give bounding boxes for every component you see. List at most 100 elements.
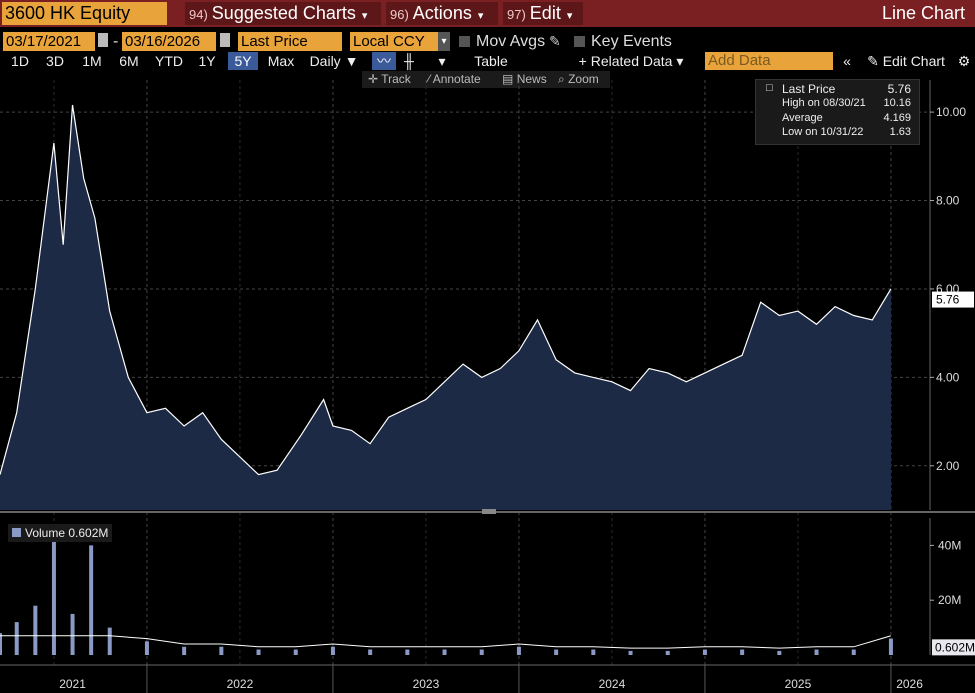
volume-bar [814,649,819,655]
volume-bar [330,646,335,655]
price-area [0,105,891,510]
chevron-down-icon: ▾ [566,10,573,22]
last-price-label: 5.76 [936,293,960,307]
price-tick-label: 10.00 [936,105,966,119]
price-legend: □ Last Price 5.76 High on 08/30/21 10.16… [755,79,920,145]
frequency-select[interactable]: Daily ▼ [305,52,363,70]
volume-tick-label: 20M [938,593,961,607]
key-events-label: Key Events [591,33,672,50]
frequency-label: Daily [309,53,341,69]
drag-handle [482,509,496,514]
edit-chart-button[interactable]: ✎ Edit Chart [862,52,950,70]
price-line [0,104,892,476]
volume-legend: Volume 0.602M [8,524,113,542]
suggested-charts-menu[interactable]: 94) Suggested Charts ▾ [185,2,381,25]
collapse-icon[interactable]: « [843,53,851,69]
plus-icon: + [578,53,587,69]
add-data-input[interactable]: Add Data [705,52,833,70]
volume-bar [368,649,373,655]
zoom-tool[interactable]: ⌕ Zoom [558,71,599,88]
volume-bar [256,649,261,655]
related-data-button[interactable]: + Related Data ▾ [572,52,690,70]
candlestick-icon[interactable]: ╫ [404,53,414,69]
price-series [0,104,892,510]
end-date-field[interactable]: 03/16/2026 [122,32,216,51]
volume-average-line [0,635,892,649]
legend-swatch [12,528,21,537]
chevron-down-icon: ▾ [676,53,684,69]
volume-bar [405,649,410,655]
calendar-icon[interactable] [220,33,230,47]
pencil-icon: ✎ [867,53,879,69]
edit-menu[interactable]: 97) Edit ▾ [503,2,583,25]
date-separator: - [113,33,119,50]
legend-low-label: Low on 10/31/22 [782,126,864,138]
gear-icon[interactable]: ⚙ [957,53,971,69]
last-volume-marker [932,639,975,656]
range-max[interactable]: Max [267,53,295,69]
news-icon: ▤ [502,72,514,86]
panel-divider [0,509,975,514]
news-label: News [516,72,547,86]
menu-label: Actions [412,3,472,23]
range-5y[interactable]: 5Y [228,52,258,70]
price-field-select[interactable]: Last Price [238,32,342,51]
volume-bar [293,649,298,655]
chevron-down-icon[interactable]: ▾ [438,53,446,69]
line-chart-icon[interactable]: 〰 [372,52,396,70]
time-tick-label: 2024 [599,677,626,691]
range-ytd[interactable]: YTD [155,53,183,69]
mov-avgs-checkbox[interactable] [459,36,470,47]
range-1m[interactable]: 1M [82,53,102,69]
volume-bar [888,638,893,655]
calendar-icon[interactable] [98,33,108,47]
annotate-label: Annotate [432,72,481,86]
annotate-tool[interactable]: ⁄ Annotate [428,71,481,88]
volume-bar [14,622,19,655]
track-tool[interactable]: ✛ Track [368,71,411,88]
crosshair-icon: ✛ [368,72,379,86]
volume-bar [219,646,224,655]
pencil-icon[interactable]: ✎ [549,33,561,49]
time-tick-label: 2025 [785,677,812,691]
range-1d[interactable]: 1D [11,53,29,69]
volume-bar [665,650,670,655]
menu-number: 96) [390,7,409,22]
range-6m[interactable]: 6M [119,53,139,69]
range-1y[interactable]: 1Y [198,53,216,69]
volume-bar [89,545,94,655]
legend-swatch: □ [766,82,773,94]
menu-label: Suggested Charts [211,3,356,23]
chart-tools-strip [362,71,610,88]
chevron-down-icon: ▾ [361,10,368,22]
table-button[interactable]: Table [474,53,508,69]
time-tick-label: 2023 [413,677,440,691]
chart-type-title: Line Chart [881,3,965,23]
start-date-field[interactable]: 03/17/2021 [3,32,95,51]
volume-bar [442,649,447,655]
volume-bar [0,633,2,655]
legend-low-value: 1.63 [889,126,911,138]
volume-tick-label: 40M [938,538,961,552]
currency-select[interactable]: Local CCY [350,32,438,51]
actions-menu[interactable]: 96) Actions ▾ [386,2,498,25]
news-tool[interactable]: ▤ News [502,71,547,88]
chevron-down-icon[interactable]: ▾ [438,32,450,51]
edit-chart-label: Edit Chart [882,53,945,69]
zoom-label: Zoom [568,72,599,86]
time-axis: 2021 2022 2023 2024 2025 2026 [0,664,975,693]
legend-average-label: Average [782,112,823,124]
key-events-checkbox[interactable] [574,36,585,47]
mov-avgs-label: Mov Avgs [476,33,546,50]
volume-bar [51,534,56,655]
volume-value: 0.602M [68,526,109,540]
range-3d[interactable]: 3D [46,53,64,69]
last-volume-label: 0.602M [935,640,975,654]
ticker-field[interactable]: 3600 HK Equity [2,2,167,25]
volume-bar [554,649,559,655]
related-data-label: Related Data [590,53,673,69]
volume-bar [702,649,707,655]
volume-bar [851,649,856,655]
